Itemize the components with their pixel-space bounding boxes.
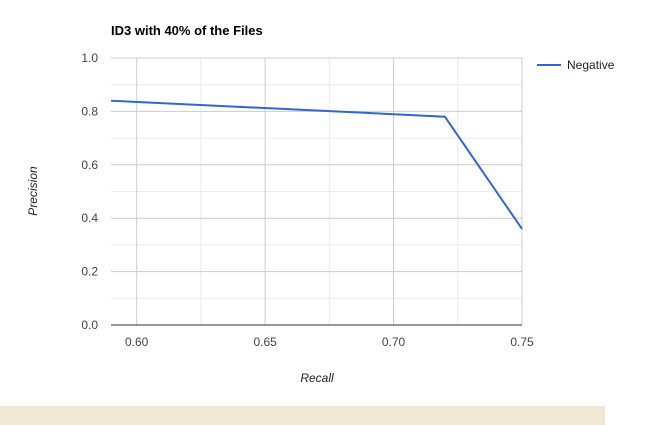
y-axis-label: Precision (26, 166, 40, 216)
major-gridlines (111, 57, 523, 325)
minor-gridlines (111, 58, 522, 325)
y-tick-label: 1.0 (81, 51, 98, 65)
x-tick-label: 0.75 (510, 335, 534, 349)
footer-band (0, 406, 605, 425)
y-axis-ticks: 0.0 0.2 0.4 0.6 0.8 1.0 (81, 51, 98, 332)
y-tick-label: 0.4 (81, 211, 98, 225)
y-tick-label: 0.6 (81, 158, 98, 172)
x-axis-label: Recall (300, 371, 334, 385)
line-chart: ID3 with 40% of the Files 0.00.20.40.60.… (26, 23, 615, 385)
x-axis-ticks: 0.60 0.65 0.70 0.75 (125, 335, 534, 349)
y-tick-label: 0.8 (81, 104, 98, 118)
y-tick-label: 0.0 (81, 318, 98, 332)
x-tick-label: 0.65 (253, 335, 277, 349)
series-line-negative (110, 99, 523, 230)
x-tick-label: 0.60 (125, 335, 149, 349)
series-layer (110, 99, 523, 230)
y-tick-label: 0.2 (81, 265, 98, 279)
x-tick-label: 0.70 (382, 335, 406, 349)
legend: Negative (537, 58, 615, 72)
legend-label-negative: Negative (567, 58, 615, 72)
chart-title: ID3 with 40% of the Files (111, 23, 263, 38)
